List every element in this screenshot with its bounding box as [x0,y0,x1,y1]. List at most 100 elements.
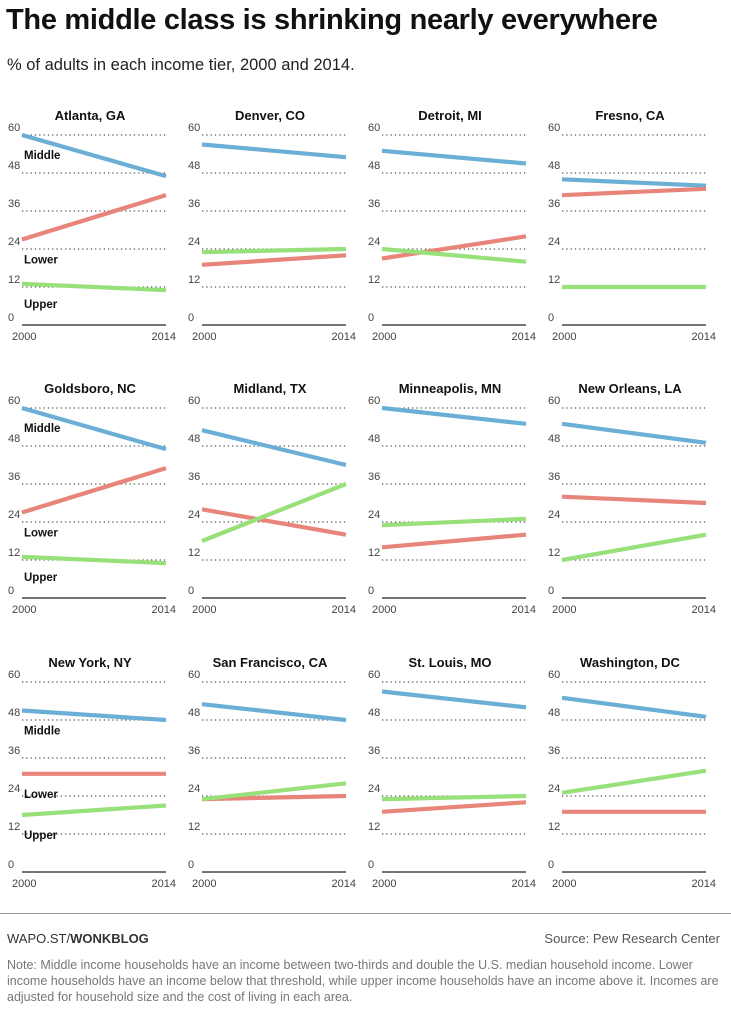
y-tick-label: 24 [548,783,560,795]
panel-title: Fresno, CA [595,108,665,123]
y-tick-label: 24 [548,236,560,248]
y-tick-label: 48 [368,707,380,719]
y-tick-label: 24 [188,236,200,248]
panel-title: Atlanta, GA [55,108,126,123]
series-line-middle [561,421,707,445]
y-tick-label: 12 [8,274,20,286]
y-tick-label: 60 [8,122,20,134]
y-tick-label: 0 [368,585,374,597]
y-tick-label: 12 [8,821,20,833]
y-tick-label: 60 [368,122,380,134]
footer-divider [0,913,731,914]
y-tick-label: 36 [188,198,200,210]
chart-subtitle: % of adults in each income tier, 2000 an… [7,56,355,74]
x-tick-label: 2000 [12,604,36,616]
y-tick-label: 12 [548,547,560,559]
y-tick-label: 0 [368,859,374,871]
x-tick-label: 2014 [152,604,176,616]
panel-title: Minneapolis, MN [399,381,502,396]
y-tick-label: 12 [368,274,380,286]
series-line-upper [201,246,347,255]
y-tick-label: 48 [548,707,560,719]
series-label-lower: Lower [24,255,58,267]
series-line-middle [381,148,527,166]
x-tick-label: 2000 [372,878,396,890]
y-tick-label: 60 [188,669,200,681]
y-tick-label: 60 [368,669,380,681]
series-line-middle [561,695,707,719]
series-line-middle [21,132,167,179]
series-line-lower [21,193,167,242]
x-tick-label: 2000 [552,878,576,890]
y-tick-label: 0 [8,859,14,871]
y-tick-label: 48 [8,707,20,719]
series-line-upper [561,532,707,563]
y-tick-label: 48 [188,160,200,172]
y-tick-label: 0 [188,859,194,871]
panel-title: Midland, TX [234,381,307,396]
small-multiples-charts: Atlanta, GA 0 12 24 36 48 60 2000 2014 Middle Lowe… [8,108,716,890]
y-tick-label: 60 [8,669,20,681]
y-tick-label: 36 [548,745,560,757]
series-line-middle [201,428,347,468]
series-line-lower [201,253,347,267]
y-tick-label: 36 [368,471,380,483]
panel-title: St. Louis, MO [408,655,491,670]
y-tick-label: 60 [548,395,560,407]
y-tick-label: 24 [368,783,380,795]
x-tick-label: 2000 [372,331,396,343]
x-tick-label: 2014 [512,878,536,890]
series-label-lower: Lower [24,789,58,801]
x-tick-label: 2000 [12,331,36,343]
source-credit: Source: Pew Research Center [544,931,720,946]
y-tick-label: 36 [8,471,20,483]
y-tick-label: 0 [548,859,554,871]
y-tick-label: 36 [8,198,20,210]
x-tick-label: 2000 [12,878,36,890]
series-label-middle: Middle [24,423,60,435]
y-tick-label: 24 [8,236,20,248]
y-tick-label: 48 [8,433,20,445]
x-tick-label: 2014 [692,604,716,616]
series-line-middle [381,405,527,426]
series-line-middle [21,405,167,452]
x-tick-label: 2000 [192,331,216,343]
panel-title: New York, NY [48,655,132,670]
series-line-lower [381,234,527,261]
y-tick-label: 0 [188,585,194,597]
series-line-middle [201,142,347,160]
x-tick-label: 2014 [152,331,176,343]
y-tick-label: 48 [548,433,560,445]
y-tick-label: 24 [368,236,380,248]
chart-title: The middle class is shrinking nearly eve… [6,4,658,36]
series-line-lower [201,507,347,537]
panel-title: Denver, CO [235,108,305,123]
series-line-lower [561,494,707,506]
y-tick-label: 12 [188,547,200,559]
series-label-upper: Upper [24,299,58,311]
y-tick-label: 48 [188,433,200,445]
x-tick-label: 2014 [692,331,716,343]
x-tick-label: 2014 [512,604,536,616]
brand-prefix: WAPO.ST/ [7,931,71,946]
brand-credit: WAPO.ST/WONKBLOG [7,931,149,946]
footnote: Note: Middle income households have an i… [7,958,719,1004]
y-tick-label: 60 [188,395,200,407]
series-line-upper [381,793,527,802]
series-line-upper [201,781,347,802]
series-label-lower: Lower [24,528,58,540]
x-tick-label: 2014 [332,331,356,343]
y-tick-label: 12 [188,274,200,286]
y-tick-label: 48 [368,160,380,172]
y-tick-label: 0 [368,312,374,324]
panel-title: San Francisco, CA [213,655,328,670]
y-tick-label: 36 [548,198,560,210]
y-tick-label: 60 [548,669,560,681]
y-tick-label: 60 [368,395,380,407]
y-tick-label: 24 [368,509,380,521]
y-tick-label: 12 [368,547,380,559]
y-tick-label: 24 [188,509,200,521]
y-tick-label: 12 [548,274,560,286]
x-tick-label: 2014 [332,604,356,616]
series-line-lower [381,532,527,550]
